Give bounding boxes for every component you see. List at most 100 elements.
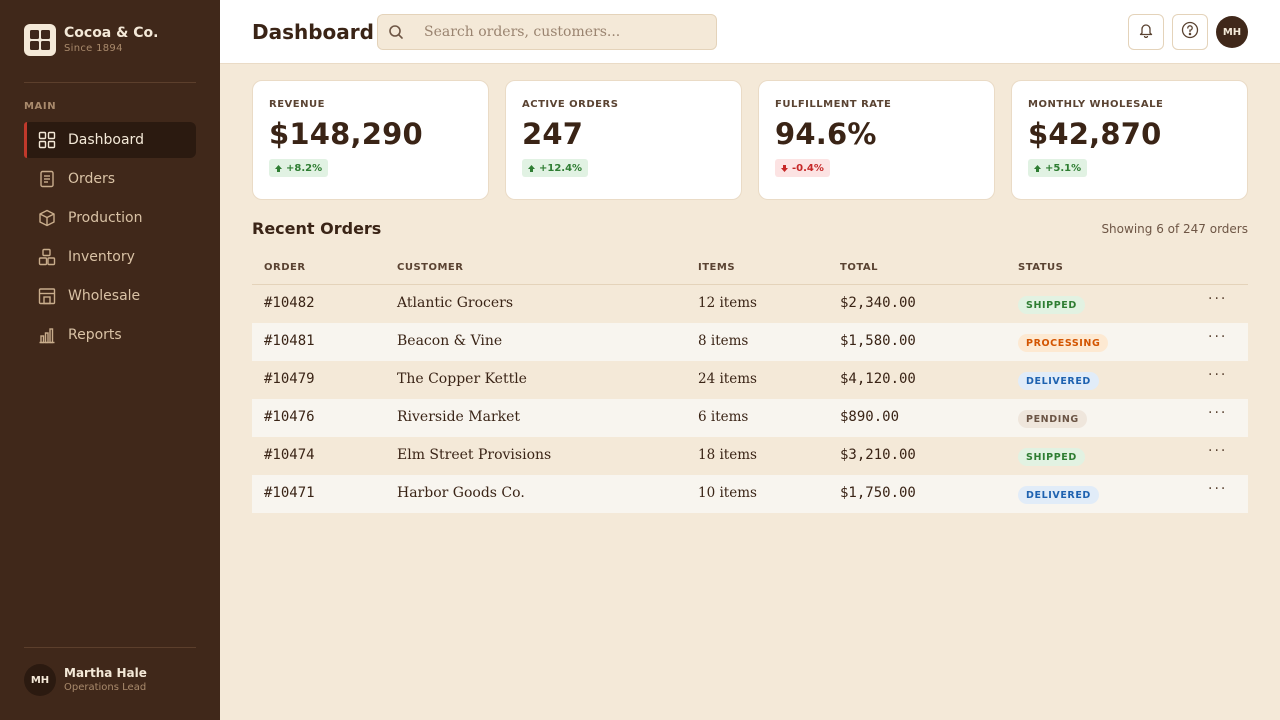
- status-badge: DELIVERED: [1018, 372, 1099, 390]
- sidebar: Cocoa & Co. Since 1894 MAIN Dashboard Or…: [0, 0, 220, 720]
- kpi-delta-badge: +5.1%: [1028, 159, 1088, 177]
- kpi-value: 94.6%: [775, 117, 877, 151]
- order-total: $2,340.00: [840, 295, 916, 311]
- document-icon: [38, 170, 56, 188]
- order-id[interactable]: #10474: [264, 447, 315, 463]
- kpi-label: MONTHLY WHOLESALE: [1028, 99, 1164, 110]
- kpi-value: $148,290: [269, 117, 423, 151]
- kpi-value: $42,870: [1028, 117, 1162, 151]
- customer-name: The Copper Kettle: [397, 371, 527, 387]
- table-row[interactable]: #10471 Harbor Goods Co. 10 items $1,750.…: [252, 475, 1248, 513]
- search-bar[interactable]: [377, 14, 717, 50]
- sidebar-section-label: MAIN: [24, 101, 57, 112]
- user-name: Martha Hale: [64, 666, 147, 680]
- sidebar-item-label: Production: [68, 210, 143, 226]
- kpi-delta: +8.2%: [286, 162, 323, 174]
- kpi-label: ACTIVE ORDERS: [522, 99, 619, 110]
- customer-name: Beacon & Vine: [397, 333, 503, 349]
- boxes-icon: [38, 248, 56, 266]
- status-badge: DELIVERED: [1018, 486, 1099, 504]
- column-header-items[interactable]: ITEMS: [698, 262, 736, 273]
- kpi-card-fulfillment-rate: FULFILLMENT RATE 94.6% -0.4%: [758, 80, 995, 200]
- sidebar-item-label: Inventory: [68, 249, 135, 265]
- kpi-delta: -0.4%: [792, 162, 824, 174]
- sidebar-item-dashboard[interactable]: Dashboard: [24, 122, 196, 158]
- customer-name: Riverside Market: [397, 409, 521, 425]
- item-count: 8 items: [698, 333, 749, 349]
- arrow-down-icon: [781, 164, 788, 172]
- kpi-delta-badge: +12.4%: [522, 159, 589, 177]
- more-actions-icon[interactable]: ···: [1208, 291, 1228, 307]
- kpi-card-active-orders: ACTIVE ORDERS 247 +12.4%: [505, 80, 742, 200]
- table-row[interactable]: #10479 The Copper Kettle 24 items $4,120…: [252, 361, 1248, 399]
- status-badge: PROCESSING: [1018, 334, 1109, 352]
- order-id[interactable]: #10482: [264, 295, 315, 311]
- arrow-up-icon: [275, 164, 282, 172]
- kpi-delta: +5.1%: [1045, 162, 1082, 174]
- sidebar-nav: Dashboard Orders Production: [24, 122, 196, 356]
- table-header: ORDER CUSTOMER ITEMS TOTAL STATUS: [252, 252, 1248, 285]
- bell-icon: [1138, 22, 1154, 42]
- status-badge: SHIPPED: [1018, 448, 1085, 466]
- sidebar-item-reports[interactable]: Reports: [24, 317, 196, 353]
- customer-name: Atlantic Grocers: [397, 295, 514, 311]
- more-actions-icon[interactable]: ···: [1208, 481, 1228, 497]
- kpi-delta-badge: +8.2%: [269, 159, 329, 177]
- sidebar-item-production[interactable]: Production: [24, 200, 196, 236]
- table-row[interactable]: #10474 Elm Street Provisions 18 items $3…: [252, 437, 1248, 475]
- search-icon: [388, 24, 404, 40]
- top-header: Dashboard MH: [220, 0, 1280, 64]
- item-count: 6 items: [698, 409, 749, 425]
- sidebar-item-label: Wholesale: [68, 288, 141, 304]
- item-count: 24 items: [698, 371, 757, 387]
- help-button[interactable]: [1172, 14, 1208, 50]
- order-id[interactable]: #10476: [264, 409, 315, 425]
- grid-icon: [38, 131, 56, 149]
- column-header-customer[interactable]: CUSTOMER: [397, 262, 464, 273]
- order-total: $1,750.00: [840, 485, 916, 501]
- order-id[interactable]: #10481: [264, 333, 315, 349]
- avatar: MH: [24, 664, 56, 696]
- column-header-status[interactable]: STATUS: [1018, 262, 1064, 273]
- avatar[interactable]: MH: [1216, 16, 1248, 48]
- kpi-label: REVENUE: [269, 99, 325, 110]
- sidebar-item-wholesale[interactable]: Wholesale: [24, 278, 196, 314]
- more-actions-icon[interactable]: ···: [1208, 405, 1228, 421]
- sidebar-divider: [24, 82, 196, 83]
- notifications-button[interactable]: [1128, 14, 1164, 50]
- sidebar-item-label: Orders: [68, 171, 116, 187]
- table-row[interactable]: #10482 Atlantic Grocers 12 items $2,340.…: [252, 285, 1248, 323]
- kpi-card-monthly-wholesale: MONTHLY WHOLESALE $42,870 +5.1%: [1011, 80, 1248, 200]
- order-total: $1,580.00: [840, 333, 916, 349]
- customer-name: Harbor Goods Co.: [397, 485, 525, 501]
- order-id[interactable]: #10471: [264, 485, 315, 501]
- section-title: Recent Orders: [252, 219, 382, 238]
- column-header-order[interactable]: ORDER: [264, 262, 306, 273]
- kpi-value: 247: [522, 117, 584, 151]
- more-actions-icon[interactable]: ···: [1208, 367, 1228, 383]
- more-actions-icon[interactable]: ···: [1208, 329, 1228, 345]
- order-id[interactable]: #10479: [264, 371, 315, 387]
- status-badge: SHIPPED: [1018, 296, 1085, 314]
- column-header-total[interactable]: TOTAL: [840, 262, 878, 273]
- kpi-delta: +12.4%: [539, 162, 583, 174]
- logo-icon: [24, 24, 56, 56]
- more-actions-icon[interactable]: ···: [1208, 443, 1228, 459]
- search-input[interactable]: [424, 24, 704, 40]
- table-row[interactable]: #10481 Beacon & Vine 8 items $1,580.00 P…: [252, 323, 1248, 361]
- sidebar-item-inventory[interactable]: Inventory: [24, 239, 196, 275]
- order-total: $890.00: [840, 409, 900, 425]
- kpi-delta-badge: -0.4%: [775, 159, 830, 177]
- brand[interactable]: Cocoa & Co. Since 1894: [24, 24, 158, 56]
- sidebar-item-orders[interactable]: Orders: [24, 161, 196, 197]
- help-icon: [1181, 21, 1199, 43]
- user-profile[interactable]: MH Martha Hale Operations Lead: [24, 664, 147, 696]
- status-badge: PENDING: [1018, 410, 1087, 428]
- table-row[interactable]: #10476 Riverside Market 6 items $890.00 …: [252, 399, 1248, 437]
- customer-name: Elm Street Provisions: [397, 447, 552, 463]
- item-count: 12 items: [698, 295, 757, 311]
- sidebar-item-label: Dashboard: [68, 132, 144, 148]
- orders-count: Showing 6 of 247 orders: [1101, 222, 1248, 236]
- orders-table: ORDER CUSTOMER ITEMS TOTAL STATUS #10482…: [252, 252, 1248, 513]
- store-icon: [38, 287, 56, 305]
